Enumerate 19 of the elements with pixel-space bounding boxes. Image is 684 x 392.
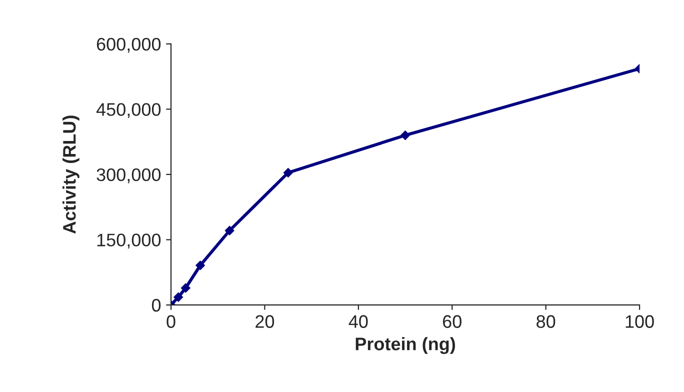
x-tick-label: 0 (166, 315, 176, 328)
x-tick-label: 100 (626, 315, 654, 328)
y-tick-label: 300,000 (96, 168, 161, 184)
point (284, 168, 293, 178)
point (196, 260, 205, 270)
y-axis-title: Activity (RLU) (62, 116, 80, 234)
x-axis-title: Protein (ng) (356, 337, 456, 354)
point (400, 130, 410, 140)
y-tick-label: 150,000 (97, 234, 161, 249)
y-tick-label: 450,000 (96, 103, 161, 118)
point (224, 226, 234, 236)
point (174, 292, 183, 302)
x-tick-label: 80 (536, 315, 556, 328)
x-tick-label: 40 (348, 315, 368, 328)
y-tick-label: 0 (152, 298, 161, 312)
point (181, 283, 190, 293)
x-tick-label: 20 (256, 315, 274, 328)
x-tick-label: 60 (443, 315, 462, 328)
y-tick-label: 600,000 (96, 38, 161, 53)
